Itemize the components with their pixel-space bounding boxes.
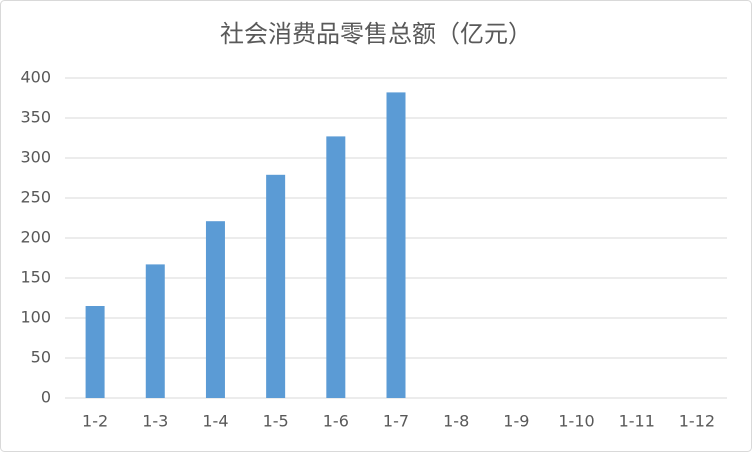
- x-tick-label: 1-4: [202, 412, 228, 431]
- bar: [386, 92, 406, 399]
- x-tick-label: 1-11: [619, 412, 655, 431]
- y-tick-label: 250: [20, 188, 51, 207]
- x-tick-label: 1-5: [263, 412, 289, 431]
- y-tick-label: 0: [41, 388, 51, 407]
- x-tick-label: 1-9: [503, 412, 529, 431]
- bar: [205, 221, 225, 398]
- chart-title: 社会消费品零售总额（亿元）: [220, 20, 532, 48]
- x-tick-label: 1-8: [443, 412, 469, 431]
- bar: [145, 264, 165, 398]
- bar: [85, 306, 105, 398]
- bar: [266, 174, 286, 398]
- y-tick-label: 100: [20, 308, 51, 327]
- y-tick-label: 350: [20, 108, 51, 127]
- y-tick-label: 300: [20, 148, 51, 167]
- x-tick-label: 1-7: [383, 412, 409, 431]
- x-tick-label: 1-10: [558, 412, 594, 431]
- x-tick-label: 1-3: [142, 412, 168, 431]
- x-tick-label: 1-2: [82, 412, 108, 431]
- y-tick-label: 200: [20, 228, 51, 247]
- y-tick-label: 400: [20, 68, 51, 87]
- y-tick-label: 50: [31, 348, 51, 367]
- y-tick-label: 150: [20, 268, 51, 287]
- x-tick-label: 1-12: [679, 412, 715, 431]
- x-tick-label: 1-6: [323, 412, 349, 431]
- bar: [326, 136, 346, 398]
